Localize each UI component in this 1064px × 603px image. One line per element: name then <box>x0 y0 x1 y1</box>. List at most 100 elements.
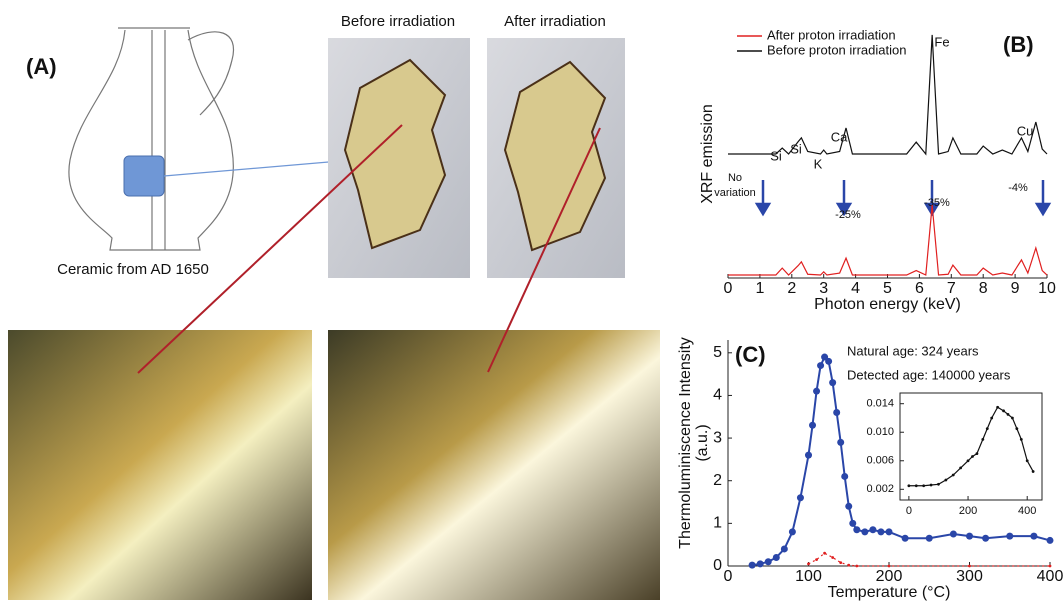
point <box>1011 417 1014 420</box>
point <box>809 422 816 429</box>
annotation: No <box>728 172 742 184</box>
caption: Ceramic from AD 1650 <box>57 261 209 278</box>
panel-label: (C) <box>735 342 766 367</box>
point <box>981 438 984 441</box>
point <box>967 459 970 462</box>
annotation: Fe <box>934 34 949 49</box>
panel-label: (A) <box>26 54 57 79</box>
point <box>986 427 989 430</box>
y-axis-title: (a.u.) <box>694 424 711 461</box>
point <box>996 406 999 409</box>
point <box>839 561 842 564</box>
arrows <box>757 180 1049 214</box>
x-tick-label: 0 <box>724 280 733 297</box>
x-axis-title: Photon energy (keV) <box>814 296 961 313</box>
point <box>959 467 962 470</box>
x-tick-label: 7 <box>947 280 956 297</box>
x-tick-label: 4 <box>851 280 860 297</box>
point <box>971 455 974 458</box>
inset-frame <box>900 393 1042 500</box>
y-tick-label: 0.002 <box>866 483 894 495</box>
y-tick-label: 3 <box>713 429 722 446</box>
annotation: Natural age: 324 years <box>847 343 979 358</box>
point <box>982 535 989 542</box>
point <box>1032 470 1035 473</box>
point <box>823 552 826 555</box>
point <box>922 484 925 487</box>
point <box>976 452 979 455</box>
point <box>950 531 957 538</box>
point <box>966 533 973 540</box>
point <box>815 558 818 561</box>
legend-label: Before proton irradiation <box>767 42 906 57</box>
annotation: K <box>814 156 823 171</box>
point <box>1026 459 1029 462</box>
point <box>1049 565 1052 568</box>
point <box>952 474 955 477</box>
point <box>886 528 893 535</box>
series-line <box>728 205 1047 275</box>
annotation: -35% <box>924 197 950 209</box>
point <box>757 560 764 567</box>
point <box>845 503 852 510</box>
point <box>829 379 836 386</box>
point <box>831 556 834 559</box>
x-tick-label: 0 <box>906 505 912 517</box>
y-tick-label: 4 <box>713 387 722 404</box>
x-tick-label: 1 <box>755 280 764 297</box>
sample-area <box>124 156 164 196</box>
point <box>807 562 810 565</box>
x-tick-label: 100 <box>795 568 822 585</box>
point <box>1047 537 1054 544</box>
x-tick-label: 400 <box>1018 505 1036 517</box>
x-axis-title: Temperature (°C) <box>828 584 951 601</box>
point <box>902 535 909 542</box>
photo-title: Before irradiation <box>341 13 455 30</box>
connector <box>164 160 352 176</box>
point <box>1006 533 1013 540</box>
y-tick-label: 0.006 <box>866 455 894 467</box>
point <box>825 358 832 365</box>
point <box>773 554 780 561</box>
point <box>817 362 824 369</box>
x-tick-label: 400 <box>1037 568 1064 585</box>
panel-label: (B) <box>1003 32 1034 57</box>
point <box>1030 533 1037 540</box>
series-line <box>809 553 1051 566</box>
point <box>837 439 844 446</box>
point <box>765 558 772 565</box>
annotation: Cu <box>1017 123 1034 138</box>
point <box>847 564 850 567</box>
x-tick-label: 5 <box>883 280 892 297</box>
point <box>1015 427 1018 430</box>
annotation: -25% <box>835 209 861 221</box>
point <box>749 562 756 569</box>
annotation: variation <box>714 187 756 199</box>
point <box>877 528 884 535</box>
y-axis-title: Thermoluminiscence Intensity <box>677 337 694 549</box>
y-tick-label: 0.010 <box>866 426 894 438</box>
point <box>813 388 820 395</box>
point <box>937 483 940 486</box>
point <box>968 565 971 568</box>
y-tick-label: 0.014 <box>866 398 894 410</box>
point <box>869 526 876 533</box>
figure: (A) Ceramic from AD 1650 Before irradiat… <box>0 0 1064 603</box>
point <box>861 528 868 535</box>
point <box>1007 413 1010 416</box>
point <box>853 526 860 533</box>
point <box>855 565 858 568</box>
y-tick-label: 2 <box>713 472 722 489</box>
x-tick-label: 9 <box>1011 280 1020 297</box>
photo-title: After irradiation <box>504 13 606 30</box>
x-tick-label: 2 <box>787 280 796 297</box>
y-tick-label: 5 <box>713 344 722 361</box>
x-tick-label: 3 <box>819 280 828 297</box>
point <box>990 417 993 420</box>
legend-label: After proton irradiation <box>767 27 896 42</box>
point <box>805 452 812 459</box>
point <box>907 484 910 487</box>
y-tick-label: 0 <box>713 557 722 574</box>
point <box>789 528 796 535</box>
jug-sketch <box>69 28 234 250</box>
